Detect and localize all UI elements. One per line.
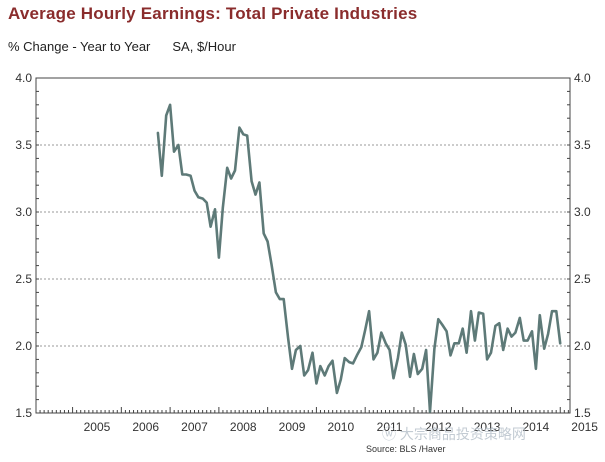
axis-labels: 4.0 4.0 3.5 3.5 3.0 3.0 2.5 2.5 2.0 2.0 1.5 1.5 2005… [15,71,598,434]
x-tick-label: 2007 [181,420,208,434]
x-tick-label: 2012 [425,420,452,434]
series-layer [156,103,562,413]
x-tick-label: 2005 [84,420,111,434]
y-tick-label-left: 3.5 [15,138,32,152]
y-tick-label-right: 1.5 [574,406,591,420]
subtitle-units: SA, $/Hour [172,39,236,54]
y-tick-label-left: 3.0 [15,205,32,219]
y-tick-label-left: 1.5 [15,406,32,420]
x-tick-label: 2011 [377,420,403,434]
y-tick-label-left: 2.5 [15,272,32,286]
y-tick-label-left: 4.0 [15,71,32,85]
y-tick-label-right: 2.5 [574,272,591,286]
watermark-logo: ⓦ 大宗商品投资策略网 [382,426,526,442]
y-tick-label-right: 3.5 [574,138,591,152]
grid-lines [36,144,570,347]
x-tick-label: 2006 [132,420,159,434]
y-tick-label-right: 2.0 [574,339,591,353]
axis-ticks [35,77,570,414]
plot-frame [35,77,571,414]
x-tick-label: 2013 [474,420,501,434]
y-tick-label-right: 4.0 [574,71,591,85]
source-note: Source: BLS /Haver [366,444,446,454]
chart-title: Average Hourly Earnings: Total Private I… [8,4,418,23]
y-tick-label-right: 3.0 [574,205,591,219]
x-tick-label: 2009 [279,420,306,434]
x-tick-label: 2014 [523,420,550,434]
x-tick-label: 2015 [571,420,598,434]
series-line [156,103,562,413]
y-tick-label-left: 2.0 [15,339,32,353]
chart-subtitle: % Change - Year to Year SA, $/Hour [8,39,236,54]
x-tick-label: 2008 [230,420,257,434]
x-tick-label: 2010 [327,420,354,434]
subtitle-measure: % Change - Year to Year [8,39,151,54]
